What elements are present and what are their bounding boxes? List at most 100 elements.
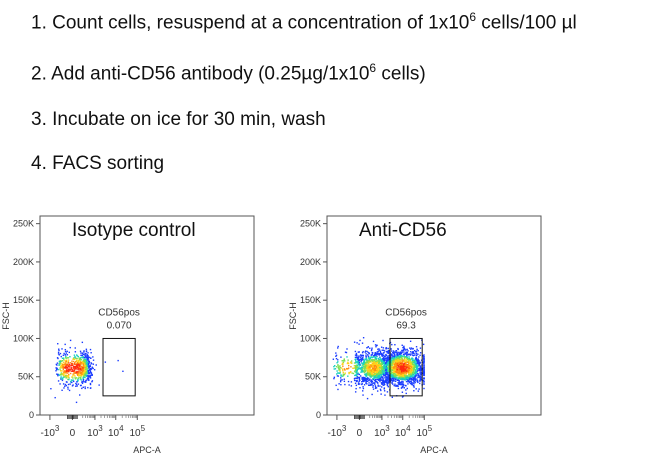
event-dot	[54, 396, 56, 399]
event-dot	[402, 355, 404, 358]
step-text: Count cells, resuspend at a concentratio…	[52, 12, 470, 34]
event-dot	[78, 366, 81, 369]
event-dot	[73, 363, 76, 365]
event-dot	[403, 387, 405, 389]
event-dot	[67, 361, 70, 363]
event-dot	[353, 378, 356, 380]
event-dot	[370, 379, 373, 381]
event-dot	[379, 370, 382, 373]
event-dot	[409, 369, 412, 371]
event-dot	[408, 360, 410, 362]
event-dot	[357, 382, 360, 384]
event-dot	[80, 369, 82, 371]
event-dot	[383, 366, 385, 369]
event-dot	[84, 354, 86, 356]
event-dot	[419, 382, 421, 385]
event-dot	[337, 361, 339, 363]
event-dot	[373, 368, 376, 370]
event-dot	[78, 374, 80, 377]
event-dot	[368, 365, 371, 367]
event-dot	[62, 365, 64, 368]
event-dot	[62, 357, 65, 359]
event-dot	[360, 360, 362, 363]
event-dot	[384, 377, 386, 379]
event-dot	[77, 372, 80, 374]
event-dot	[400, 370, 403, 372]
event-dot	[76, 368, 78, 370]
event-dot	[419, 354, 421, 356]
event-dot	[59, 367, 61, 369]
event-dot	[418, 376, 420, 378]
event-dot	[376, 361, 379, 363]
event-dot	[379, 379, 382, 381]
event-dot	[371, 347, 373, 349]
event-dot	[379, 385, 381, 387]
event-dot	[359, 363, 361, 365]
event-dot	[413, 349, 416, 352]
event-dot	[404, 352, 407, 355]
event-dot	[76, 385, 78, 387]
event-dot	[336, 375, 339, 377]
event-dot	[337, 367, 340, 369]
event-dot	[66, 357, 69, 359]
event-dot	[66, 366, 68, 369]
event-dot	[90, 362, 93, 365]
event-dot	[348, 372, 350, 375]
event-dot	[390, 367, 392, 370]
event-dot	[364, 362, 367, 364]
event-dot	[84, 352, 86, 355]
event-dot	[376, 365, 379, 367]
event-dot	[336, 362, 338, 364]
event-dot	[340, 377, 342, 379]
event-dot	[367, 359, 369, 362]
event-dot	[361, 383, 363, 385]
event-dot	[61, 379, 64, 382]
event-dot	[395, 355, 397, 358]
event-dot	[384, 355, 386, 358]
event-dot	[361, 366, 364, 368]
event-dot	[380, 375, 382, 377]
event-dot	[77, 367, 80, 369]
event-dot	[419, 367, 422, 369]
event-dot	[362, 350, 364, 353]
event-dot	[382, 371, 384, 373]
event-dot	[381, 379, 383, 382]
event-dot	[387, 349, 390, 352]
event-dot	[85, 371, 88, 374]
y-tick-label: 0	[316, 410, 321, 420]
event-dot	[410, 374, 412, 376]
event-dot	[360, 371, 362, 373]
event-dot	[57, 374, 59, 377]
y-tick-label: 100K	[300, 333, 321, 343]
event-dot	[393, 376, 395, 378]
event-dot	[405, 360, 408, 362]
event-dot	[374, 361, 376, 363]
event-dot	[61, 364, 64, 366]
event-dot	[67, 376, 69, 379]
event-dot	[57, 373, 60, 376]
event-dot	[79, 350, 82, 353]
event-dot	[385, 376, 387, 378]
event-dot	[405, 378, 407, 380]
event-dot	[423, 366, 425, 369]
event-dot	[59, 352, 62, 355]
event-dot	[390, 350, 393, 352]
event-dot	[405, 385, 407, 387]
event-dot	[400, 365, 402, 367]
event-dot	[400, 376, 402, 379]
event-dot	[417, 390, 420, 392]
event-dot	[358, 355, 360, 357]
event-dot	[396, 373, 398, 375]
event-dot	[384, 362, 387, 365]
event-dot	[399, 377, 401, 380]
event-dot	[401, 368, 404, 370]
event-dot	[63, 358, 65, 360]
event-dot	[85, 356, 87, 358]
event-dot	[394, 362, 397, 364]
event-dot	[407, 381, 409, 383]
event-dot	[392, 350, 395, 352]
event-dot	[381, 369, 384, 372]
event-dot	[82, 377, 84, 379]
event-dot	[409, 382, 412, 385]
event-dot	[64, 371, 66, 373]
